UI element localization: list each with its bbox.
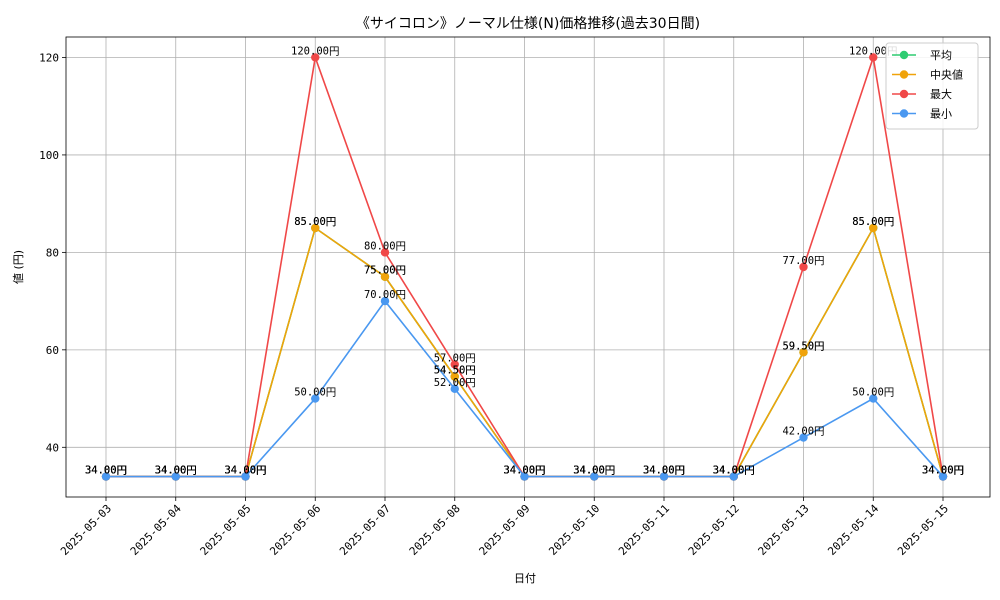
data-label: 42.00円 (782, 426, 824, 438)
y-tick-label: 100 (39, 149, 59, 162)
data-label: 34.00円 (643, 465, 685, 477)
data-label: 34.00円 (155, 465, 197, 477)
data-label: 34.00円 (155, 465, 197, 477)
data-label: 34.00円 (85, 465, 127, 477)
data-label: 34.00円 (922, 465, 964, 477)
data-label: 54.50円 (434, 365, 476, 377)
data-label: 85.00円 (294, 216, 336, 228)
data-point (450, 372, 459, 381)
legend-marker (899, 70, 909, 79)
data-label: 75.00円 (364, 265, 406, 277)
y-tick-label: 80 (46, 246, 59, 259)
data-label: 34.00円 (224, 465, 266, 477)
data-label: 34.00円 (155, 465, 197, 477)
data-point (799, 433, 808, 442)
data-label: 77.00円 (782, 255, 824, 267)
data-label: 34.00円 (573, 465, 615, 477)
data-label: 34.00円 (503, 465, 545, 477)
data-label: 34.00円 (85, 465, 127, 477)
legend-label: 中央値 (930, 69, 963, 82)
y-tick-label: 120 (39, 51, 59, 64)
legend-label: 最小 (930, 108, 952, 121)
legend-marker (899, 89, 909, 99)
data-label: 85.00円 (852, 216, 894, 228)
data-point (380, 296, 390, 306)
data-label: 34.00円 (922, 465, 964, 477)
data-label: 75.00円 (364, 265, 406, 277)
data-label: 80.00円 (364, 240, 406, 252)
data-label: 34.00円 (503, 465, 545, 477)
legend-box (885, 42, 979, 130)
data-point (311, 223, 320, 233)
data-label: 34.00円 (713, 465, 755, 477)
data-point (799, 348, 808, 357)
data-point (869, 223, 878, 233)
plot-frame (65, 36, 991, 498)
data-point (869, 53, 878, 62)
data-point (171, 472, 180, 481)
legend-label: 平均 (930, 49, 952, 62)
data-label: 34.00円 (922, 465, 964, 477)
x-axis-label: 日付 (514, 572, 536, 585)
data-point (938, 472, 948, 481)
data-label: 34.00円 (713, 465, 755, 477)
legend-marker (899, 50, 909, 60)
data-point (450, 360, 459, 369)
data-point (729, 472, 738, 481)
data-label: 34.00円 (85, 465, 127, 477)
data-label: 34.00円 (503, 465, 545, 477)
data-point (450, 384, 459, 394)
data-label: 34.00円 (573, 465, 615, 477)
grid-lines (66, 37, 990, 497)
data-labels: 34.00円 34.00円 34.00円 85.00円 75.00円 54.50円 34.0… (85, 45, 964, 476)
y-axis-label: 値 (円) (12, 250, 25, 284)
data-label: 54.50円 (434, 365, 476, 377)
data-label: 59.50円 (782, 340, 824, 352)
legend-marker (899, 109, 909, 118)
data-label: 34.00円 (573, 465, 615, 477)
data-label: 85.00円 (294, 216, 336, 228)
data-label: 50.00円 (294, 387, 336, 399)
data-point (241, 472, 250, 481)
data-point (311, 394, 320, 403)
data-label: 34.00円 (713, 465, 755, 477)
data-label: 34.00円 (85, 465, 127, 477)
data-label: 34.00円 (503, 465, 545, 477)
data-label: 34.00円 (573, 465, 615, 477)
y-tick-label: 40 (46, 441, 59, 454)
data-label: 34.00円 (643, 465, 685, 477)
series-lines (101, 53, 948, 481)
data-label: 120.00円 (291, 45, 339, 57)
data-label: 34.00円 (643, 465, 685, 477)
data-label: 34.00円 (224, 465, 266, 477)
data-point (380, 248, 390, 257)
data-label: 34.00円 (922, 465, 964, 477)
data-label: 34.00円 (224, 465, 266, 477)
data-label: 34.00円 (224, 465, 266, 477)
data-point (311, 53, 320, 62)
data-label: 50.00円 (852, 387, 894, 399)
data-label: 34.00円 (643, 465, 685, 477)
data-label: 52.00円 (434, 377, 476, 389)
data-label: 120.00円 (849, 45, 897, 57)
data-label: 34.00円 (713, 465, 755, 477)
data-point (869, 394, 878, 403)
data-label: 70.00円 (364, 289, 406, 301)
data-point (659, 472, 669, 481)
data-point (799, 262, 808, 272)
data-point (590, 472, 599, 481)
y-tick-label: 60 (46, 344, 59, 357)
legend-label: 最大 (930, 87, 952, 101)
data-label: 59.50円 (782, 340, 824, 352)
data-label: 57.00円 (434, 352, 476, 364)
data-point (380, 272, 390, 281)
data-label: 85.00円 (852, 216, 894, 228)
data-point (101, 472, 111, 481)
chart-title: 《サイコロン》ノーマル仕様(N)価格推移(過去30日間) (356, 16, 700, 32)
data-label: 34.00円 (155, 465, 197, 477)
data-point (520, 472, 529, 481)
